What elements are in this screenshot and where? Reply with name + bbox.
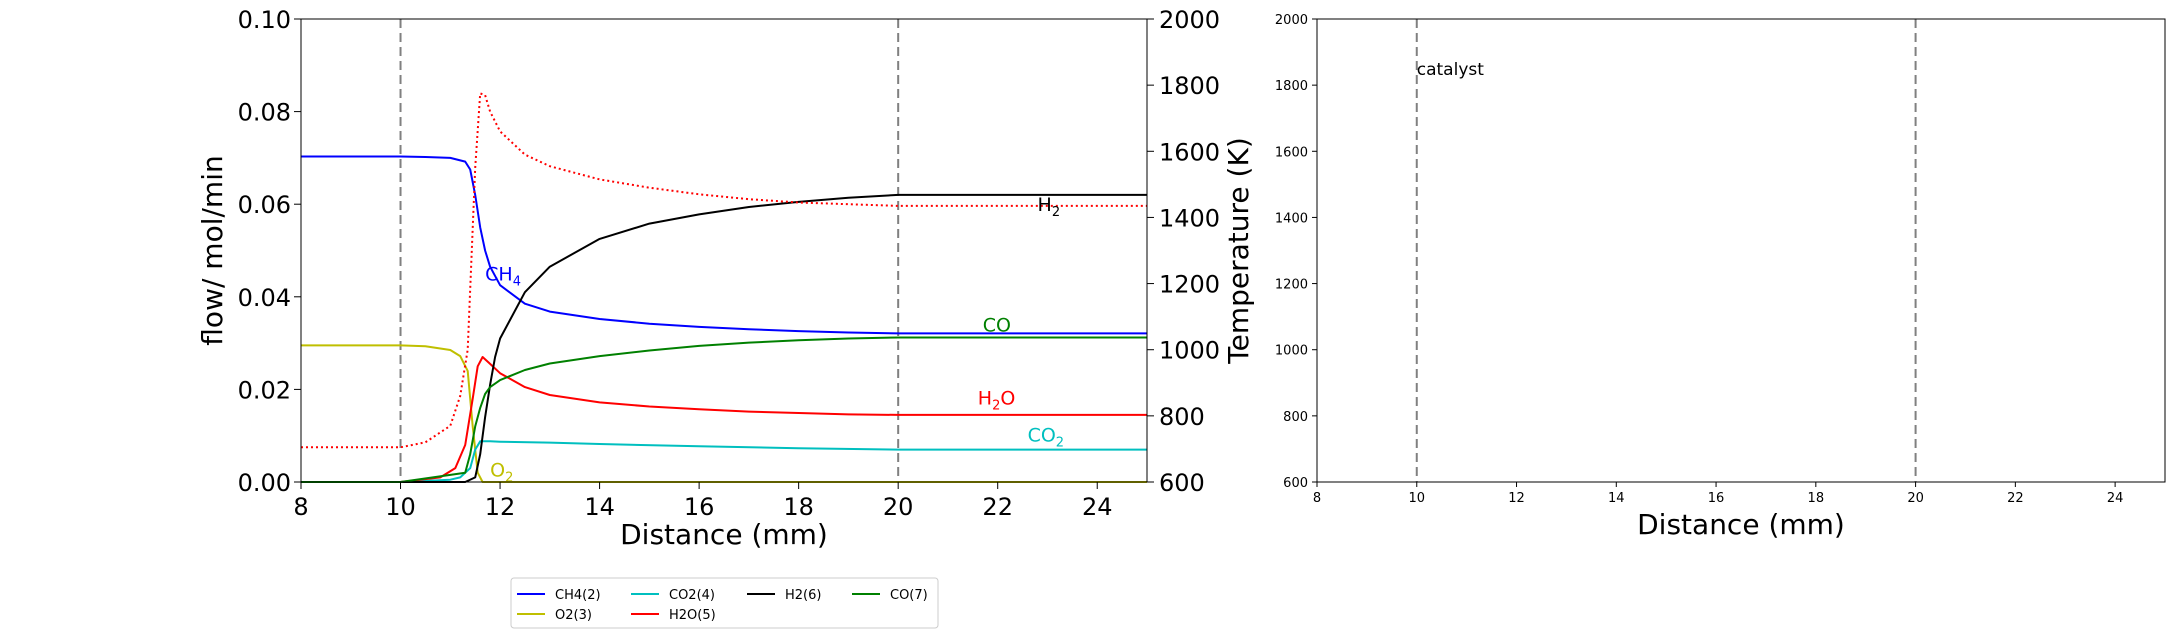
legend-label: CO2(4) xyxy=(669,588,715,603)
series-annotation: H2 xyxy=(1038,194,1061,220)
legend-label: O2(3) xyxy=(555,608,592,623)
x-axis-label: Distance (mm) xyxy=(1637,508,1845,541)
series-line xyxy=(301,92,1147,449)
y-tick-label: 1800 xyxy=(1275,79,1308,94)
series-line xyxy=(301,344,1147,483)
catalyst-label: catalyst xyxy=(1417,60,1484,80)
x-tick-label: 20 xyxy=(1907,491,1924,506)
y-right-tick-label: 1000 xyxy=(1159,337,1220,365)
y-tick-label: 0.06 xyxy=(238,191,291,219)
y-tick-label: 1000 xyxy=(1275,344,1308,359)
y-tick-label: 600 xyxy=(1283,476,1308,491)
legend: CH4(2) CO2(4) H2(6) CO(7) O2(3) H2O(5) xyxy=(510,577,939,629)
x-tick-label: 16 xyxy=(1708,491,1725,506)
y-right-tick-label: 1400 xyxy=(1159,204,1220,232)
x-tick-label: 8 xyxy=(293,493,308,521)
x-tick-label: 14 xyxy=(584,493,615,521)
y-tick-label: 0.04 xyxy=(238,284,291,312)
series-line xyxy=(301,155,1147,335)
y-right-tick-label: 1200 xyxy=(1159,271,1220,299)
x-axis-label: Distance (mm) xyxy=(620,518,828,551)
y-right-tick-label: 600 xyxy=(1159,469,1205,497)
y-tick-label: 2000 xyxy=(1275,13,1308,28)
y-tick-label: 1200 xyxy=(1275,278,1308,293)
legend-label: CO(7) xyxy=(890,588,928,603)
plot-frame-left xyxy=(300,18,1148,483)
x-tick-label: 18 xyxy=(1808,491,1825,506)
series-annotation: CO xyxy=(983,315,1011,337)
x-tick-label: 22 xyxy=(982,493,1013,521)
y-tick-label: 800 xyxy=(1283,410,1308,425)
x-tick-label: 16 xyxy=(684,493,715,521)
y-axis-ticks: 0.00 0.02 0.04 0.06 0.08 0.10 xyxy=(238,6,301,497)
chart-right: 8 10 12 14 16 18 20 22 24 600 800 1000 1200 1400 1600… xyxy=(1275,13,2166,541)
x-tick-label: 8 xyxy=(1313,491,1321,506)
x-tick-label: 10 xyxy=(385,493,416,521)
annotations: catalyst xyxy=(1417,60,1484,80)
y-tick-label: 1600 xyxy=(1275,145,1308,160)
y-tick-label: 1400 xyxy=(1275,211,1308,226)
x-tick-label: 24 xyxy=(2107,491,2124,506)
x-axis-ticks: 8 10 12 14 16 18 20 22 24 xyxy=(293,482,1113,521)
x-tick-label: 18 xyxy=(783,493,814,521)
y-right-axis-ticks: 600 800 1000 1200 1400 1600 1800 2000 xyxy=(1147,6,1220,497)
chart-left: 8 10 12 14 16 18 20 22 24 0.000.020.040.060.080.… xyxy=(196,6,1255,629)
y-tick-label: 0.02 xyxy=(238,376,291,404)
legend-label: CH4(2) xyxy=(555,588,601,603)
y-right-tick-label: 800 xyxy=(1159,403,1205,431)
y-right-tick-label: 2000 xyxy=(1159,6,1220,34)
series-annotation: CH4 xyxy=(485,264,521,290)
x-tick-label: 10 xyxy=(1408,491,1425,506)
series-line xyxy=(301,193,1147,483)
x-tick-label: 12 xyxy=(485,493,516,521)
x-tick-label: 24 xyxy=(1082,493,1113,521)
x-tick-label: 12 xyxy=(1508,491,1525,506)
x-tick-label: 20 xyxy=(883,493,914,521)
legend-label: H2O(5) xyxy=(669,608,716,623)
plot-frame-right xyxy=(1316,18,2166,483)
catalyst-boundary-lines xyxy=(1415,19,1917,482)
series-annotation: H2O xyxy=(978,388,1016,414)
y-right-axis-label: Temperature (K) xyxy=(1222,137,1255,364)
y-right-tick-label: 1600 xyxy=(1159,138,1220,166)
catalyst-boundary-lines xyxy=(399,19,900,482)
x-tick-label: 22 xyxy=(2007,491,2024,506)
y-axis-ticks: 600 800 1000 1200 1400 1600 1800 2000 xyxy=(1275,13,1317,491)
x-axis-ticks: 8 10 12 14 16 18 20 22 24 xyxy=(1313,482,2124,506)
series-line xyxy=(301,440,1147,483)
y-axis-label: flow/ mol/min xyxy=(196,155,229,345)
y-tick-label: 0.08 xyxy=(238,99,291,127)
x-tick-label: 14 xyxy=(1608,491,1625,506)
y-right-tick-label: 1800 xyxy=(1159,72,1220,100)
series-group xyxy=(301,92,1147,483)
series-annotation: CO2 xyxy=(1028,424,1065,450)
y-tick-label: 0.00 xyxy=(238,469,291,497)
legend-label: H2(6) xyxy=(785,588,821,603)
series-line xyxy=(301,336,1147,483)
series-line xyxy=(301,356,1147,483)
legend-box xyxy=(510,577,939,629)
y-tick-label: 0.10 xyxy=(238,6,291,34)
